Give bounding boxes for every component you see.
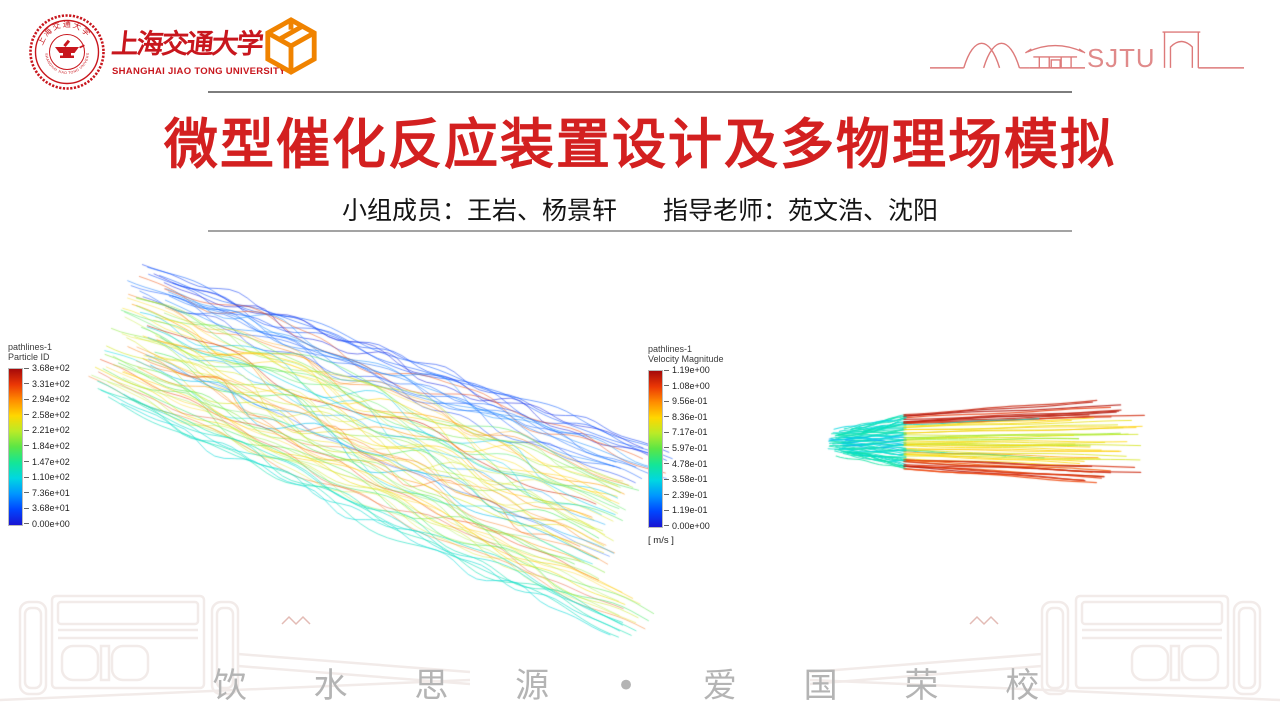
sjtu-skyline-art: SJTU: [929, 31, 1245, 73]
seal-top-text: 上海交通大学: [36, 19, 94, 47]
colorbar-tick: 0.00e+00: [24, 519, 70, 529]
colorbar-tick: 9.56e-01: [664, 396, 710, 406]
colorbar-tick: 3.68e+02: [24, 363, 70, 373]
legend-title: pathlines-1 Velocity Magnitude: [648, 344, 724, 364]
bottom-divider-line: [208, 230, 1072, 232]
colorbar-tick: 1.19e-01: [664, 505, 710, 515]
colorbar-tick: 0.00e+00: [664, 521, 710, 531]
colorbar-ticks: 1.19e+00 1.08e+00 9.56e-01 8.36e-01 7.17e-01…: [664, 365, 710, 531]
colorbar-tick: 2.39e-01: [664, 490, 710, 500]
colorbar-tick: 8.36e-01: [664, 412, 710, 422]
colorbar-tick: 1.10e+02: [24, 472, 70, 482]
rainbow-colorbar: [8, 368, 23, 526]
colorbar-tick: 3.58e-01: [664, 474, 710, 484]
top-divider-line: [208, 91, 1072, 93]
university-name-block: 上海交通大学 SHANGHAI JIAO TONG UNIVERSITY: [110, 22, 286, 77]
colorbar-tick: 3.31e+02: [24, 379, 70, 389]
colorbar-tick: 1.08e+00: [664, 381, 710, 391]
colorbar-tick: 3.68e+01: [24, 503, 70, 513]
colorbar-tick: 4.78e-01: [664, 459, 710, 469]
colorbar-tick: 2.58e+02: [24, 410, 70, 420]
velocity-colorbar-legend: pathlines-1 Velocity Magnitude 1.19e+00 1…: [648, 344, 724, 546]
particle-id-colorbar-legend: pathlines-1 Particle ID 3.68e+02 3.31e+02…: [8, 342, 70, 533]
colorbar-tick: 1.84e+02: [24, 441, 70, 451]
slide-title: 微型催化反应装置设计及多物理场模拟: [164, 115, 1116, 175]
university-name-en: SHANGHAI JIAO TONG UNIVERSITY: [112, 66, 286, 77]
legend-title-line2: Particle ID: [8, 352, 50, 362]
skyline-sjtu-label: SJTU: [1087, 45, 1156, 73]
legend-title-line1: pathlines-1: [648, 344, 693, 354]
subtitle-members: 小组成员：王岩、杨景轩: [341, 197, 617, 225]
colorbar-tick: 1.19e+00: [664, 365, 710, 375]
legend-unit: [ m/s ]: [648, 535, 674, 546]
colorbar-tick: 7.36e+01: [24, 488, 70, 498]
rainbow-colorbar: [648, 370, 663, 528]
colorbar-tick: 1.47e+02: [24, 457, 70, 467]
school-motto: 饮 水 思 源 • 爱 国 荣 校: [212, 666, 1068, 706]
colorbar-ticks: 3.68e+02 3.31e+02 2.94e+02 2.58e+02 2.21e+02…: [24, 363, 70, 529]
legend-title: pathlines-1 Particle ID: [8, 342, 70, 362]
seal-anvil-icon: [55, 39, 85, 58]
colorbar-tick: 2.94e+02: [24, 394, 70, 404]
colorbar-tick: 2.21e+02: [24, 425, 70, 435]
subtitle-advisors: 指导老师：苑文浩、沈阳: [663, 197, 939, 225]
sjtu-seal-logo: 上海交通大学 SHANGHAI JIAO TONG UNIVERSITY: [28, 13, 105, 90]
colorbar-tick: 5.97e-01: [664, 443, 710, 453]
legend-title-line1: pathlines-1: [8, 342, 53, 352]
colorbar-tick: 7.17e-01: [664, 427, 710, 437]
legend-title-line2: Velocity Magnitude: [648, 354, 724, 364]
team-cube-logo: [265, 17, 317, 75]
slide-subtitle: 小组成员：王岩、杨景轩 指导老师：苑文浩、沈阳: [0, 191, 1280, 227]
